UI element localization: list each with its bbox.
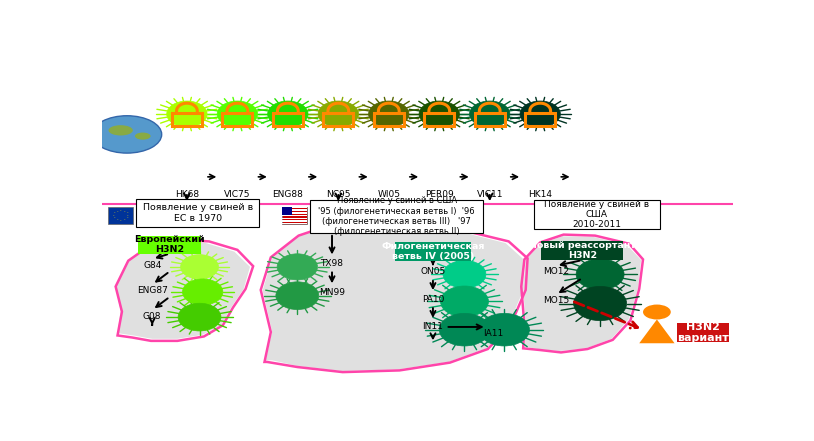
Text: G08: G08 <box>143 312 161 321</box>
Bar <box>137 199 260 227</box>
Ellipse shape <box>470 101 510 127</box>
Text: TX98: TX98 <box>321 259 344 268</box>
Bar <box>323 112 353 126</box>
Text: G84: G84 <box>143 261 161 269</box>
Ellipse shape <box>167 101 207 127</box>
Text: ·: · <box>127 213 129 218</box>
Text: VIC75: VIC75 <box>224 191 251 199</box>
Bar <box>138 236 201 254</box>
Bar <box>677 322 729 342</box>
Text: ·: · <box>116 217 118 222</box>
Ellipse shape <box>108 125 133 135</box>
Text: ·: · <box>126 216 128 220</box>
Bar <box>282 220 307 222</box>
Text: ·: · <box>116 209 118 214</box>
Ellipse shape <box>443 261 486 288</box>
Ellipse shape <box>574 286 627 321</box>
Bar <box>222 112 252 126</box>
Text: HK68: HK68 <box>175 191 199 199</box>
Text: Появление у свиней в
США
2010-2011: Появление у свиней в США 2010-2011 <box>545 200 650 229</box>
Ellipse shape <box>276 282 319 310</box>
Bar <box>282 207 307 208</box>
Text: ·: · <box>112 213 115 218</box>
Text: ·: · <box>120 208 121 213</box>
Text: WI05: WI05 <box>377 191 400 199</box>
Bar <box>273 112 303 126</box>
Ellipse shape <box>217 101 257 127</box>
Text: ·: · <box>124 217 125 222</box>
Bar <box>374 112 404 126</box>
Polygon shape <box>263 223 524 371</box>
Polygon shape <box>523 236 641 351</box>
Text: ·: · <box>124 209 125 214</box>
Circle shape <box>92 116 162 153</box>
Ellipse shape <box>440 286 488 317</box>
Bar <box>525 112 555 126</box>
Ellipse shape <box>520 101 560 127</box>
Bar <box>108 207 133 224</box>
Text: NC95: NC95 <box>326 191 351 199</box>
Bar <box>475 112 505 126</box>
Text: IN11: IN11 <box>422 322 444 332</box>
Bar <box>282 207 291 215</box>
Ellipse shape <box>318 101 358 127</box>
Text: MO12: MO12 <box>543 267 569 277</box>
Text: Филогенетическая
ветвь IV (2005): Филогенетическая ветвь IV (2005) <box>381 242 484 261</box>
Text: ·: · <box>114 216 116 220</box>
Text: Европейский
H3N2: Европейский H3N2 <box>134 235 205 254</box>
Text: Появление у свиней в
ЕС в 1970: Появление у свиней в ЕС в 1970 <box>142 203 253 223</box>
Text: PA10: PA10 <box>422 295 444 303</box>
Ellipse shape <box>576 259 624 290</box>
Text: H3N2
вариант: H3N2 вариант <box>677 321 729 343</box>
Text: MN99: MN99 <box>319 288 345 297</box>
Text: VIC11: VIC11 <box>476 191 503 199</box>
Text: IA11: IA11 <box>483 329 503 338</box>
Text: ENG88: ENG88 <box>273 191 304 199</box>
Bar <box>541 241 624 260</box>
Text: Появление у свиней в США
'95 (филогенетическая ветвь I)  '96
(филогенетическая в: Появление у свиней в США '95 (филогенети… <box>318 196 475 236</box>
Bar <box>282 215 307 216</box>
Bar <box>282 209 307 211</box>
Ellipse shape <box>369 101 409 127</box>
Bar <box>282 212 307 213</box>
Ellipse shape <box>178 303 221 331</box>
Text: "Новый реассортант"
H3N2: "Новый реассортант" H3N2 <box>524 241 641 260</box>
Text: HK14: HK14 <box>528 191 552 199</box>
Ellipse shape <box>181 254 218 279</box>
Text: MO15: MO15 <box>543 296 569 305</box>
Ellipse shape <box>182 279 223 305</box>
Text: PER09: PER09 <box>425 191 453 199</box>
Bar <box>282 217 307 219</box>
Polygon shape <box>639 319 675 343</box>
Text: ·: · <box>126 211 128 216</box>
Ellipse shape <box>268 101 308 127</box>
Polygon shape <box>116 241 250 339</box>
Text: ·: · <box>120 218 121 223</box>
Bar <box>534 200 660 229</box>
Bar <box>282 223 307 224</box>
Ellipse shape <box>135 133 151 140</box>
Text: ·: · <box>114 211 116 216</box>
Bar <box>282 207 307 224</box>
Bar <box>424 112 454 126</box>
Bar <box>172 112 202 126</box>
Ellipse shape <box>479 314 529 346</box>
Ellipse shape <box>440 314 490 346</box>
Circle shape <box>643 305 671 319</box>
Ellipse shape <box>419 101 459 127</box>
Bar <box>395 242 470 262</box>
Ellipse shape <box>277 254 317 280</box>
Bar <box>310 200 484 233</box>
Text: ON05: ON05 <box>420 267 445 277</box>
Text: ENG87: ENG87 <box>137 286 168 295</box>
